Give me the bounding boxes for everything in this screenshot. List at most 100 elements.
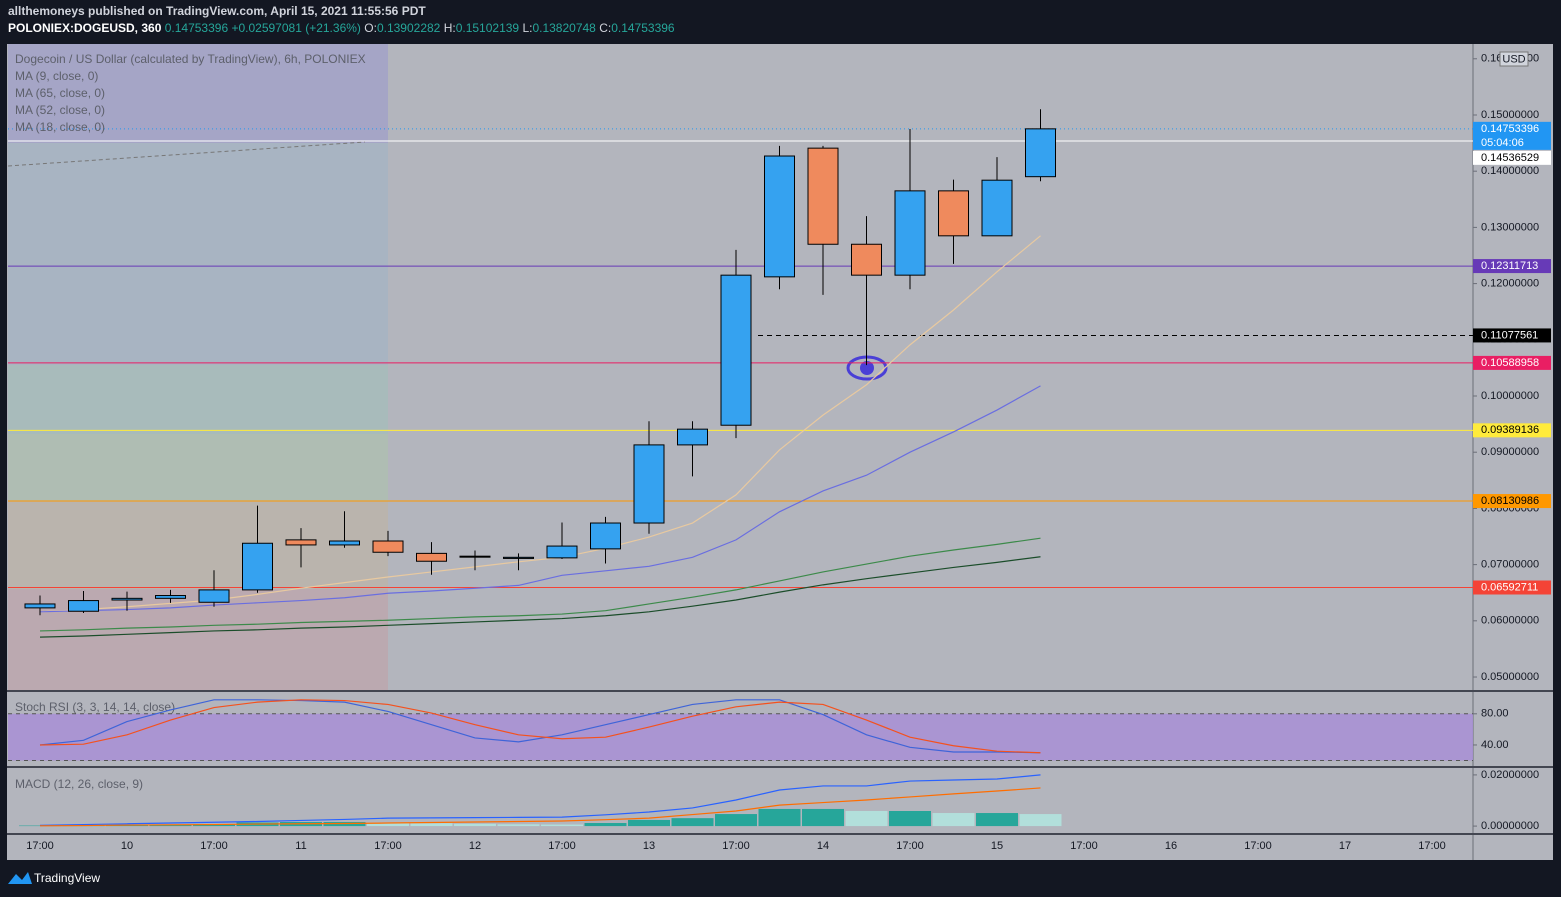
last-price-label: 0.14753396 (1481, 123, 1539, 135)
level-label-box (1473, 259, 1551, 274)
zone (8, 501, 388, 589)
histogram-bar (149, 824, 192, 827)
indicator-line (39, 699, 1041, 754)
symbol-line: POLONIEX:DOGEUSD, 360 0.14753396 +0.0259… (8, 21, 675, 35)
candle-body (546, 545, 578, 559)
last: 0.14753396 (165, 21, 229, 35)
candle-body (155, 595, 186, 599)
candle-body (633, 444, 665, 524)
candle-body (242, 542, 273, 591)
pane-title: MACD (12, 26, close, 9) (15, 777, 143, 791)
histogram-bar (976, 813, 1018, 827)
indicator-line (39, 774, 1041, 826)
y-tick-label: 0.13000000 (1481, 221, 1539, 233)
histogram-bar (671, 818, 714, 827)
x-tick-label: 17:00 (200, 840, 228, 852)
legend-name: MA (65, close, 0) (15, 86, 105, 100)
indicator-line (39, 556, 1041, 638)
candle-body (111, 597, 143, 601)
candle-body (198, 589, 230, 603)
histogram-bar (802, 808, 844, 827)
level-label: 0.11077561 (1481, 329, 1538, 341)
x-tick-label: 10 (121, 840, 133, 852)
candle-body (24, 603, 56, 609)
change: +0.02597081 (+21.36%) (231, 21, 360, 35)
x-tick-label: 17:00 (548, 840, 576, 852)
x-tick-label: 17 (1339, 840, 1351, 852)
ohlc-label: L: (522, 21, 532, 35)
legend-name: MA (9, close, 0) (15, 69, 98, 83)
level-label: 0.06592711 (1481, 581, 1538, 593)
candle-body (68, 600, 99, 612)
ohlc-value: 0.14753396 (611, 21, 675, 35)
level-label-box (1473, 150, 1551, 165)
candle-body (851, 243, 882, 276)
histogram-bar (628, 819, 670, 827)
candle-body (372, 540, 404, 553)
candle-body (459, 555, 491, 558)
x-tick-label: 15 (991, 840, 1003, 852)
level-label-box (1473, 355, 1551, 370)
histogram-bar (932, 813, 975, 827)
indicator-line (39, 537, 1041, 632)
ohlc-label: O: (364, 21, 377, 35)
trend-line (7, 141, 366, 167)
x-tick-label: 17:00 (1070, 840, 1098, 852)
histogram-bar (541, 824, 583, 827)
y-tick-label: 80.00 (1481, 708, 1509, 720)
countdown: 05:04:06 (1481, 137, 1524, 149)
legend-name: MA (52, close, 0) (15, 103, 105, 117)
candle-body (285, 539, 317, 546)
indicator-line (39, 699, 1041, 754)
histogram-bar (758, 808, 801, 827)
x-tick-label: 17:00 (896, 840, 924, 852)
zone (8, 434, 388, 501)
legend-entry: MA (52, close, 0) (15, 103, 105, 117)
level-label: 0.10588958 (1481, 357, 1539, 369)
histogram-bar (845, 810, 888, 827)
x-tick-label: 17:00 (374, 840, 402, 852)
y-tick-label: 0.00000000 (1481, 820, 1539, 832)
candle-body (503, 556, 534, 559)
x-tick-label: 17:00 (26, 840, 54, 852)
histogram-bar (584, 823, 627, 827)
ohlc-label: C: (599, 21, 611, 35)
ohlc-value: 0.13820748 (532, 21, 596, 35)
indicator-line (39, 385, 1041, 613)
level-label-box (1473, 423, 1551, 438)
candle-body (416, 552, 447, 562)
currency-badge (1499, 51, 1529, 67)
zone (8, 143, 388, 365)
zone (8, 365, 388, 434)
y-tick-label: 0.15000000 (1481, 109, 1539, 121)
legend-name: MA (18, close, 0) (15, 120, 105, 134)
histogram-bar (367, 822, 409, 827)
y-tick-label: 0.05000000 (1481, 671, 1539, 683)
candle-body (894, 190, 926, 276)
histogram-bar (497, 824, 540, 827)
x-tick-label: 17:00 (1418, 840, 1446, 852)
candle-body (807, 147, 839, 245)
candle-body (981, 179, 1013, 237)
ohlc-value: 0.15102139 (456, 21, 520, 35)
brand: TradingView (34, 871, 100, 885)
logo (8, 872, 32, 884)
legend-entry: MA (18, close, 0) (15, 120, 105, 134)
level-label: 0.14536529 (1481, 152, 1539, 164)
indicator-line (39, 787, 1041, 827)
candle-body (329, 540, 360, 546)
zone (8, 44, 388, 143)
level-label: 0.09389136 (1481, 424, 1539, 436)
y-tick-label: 0.09000000 (1481, 446, 1539, 458)
band (8, 713, 1473, 761)
candle-body (764, 155, 795, 278)
candle-body (938, 190, 969, 237)
y-tick-label: 40.00 (1481, 739, 1509, 751)
histogram-bar (454, 823, 496, 827)
histogram-bar (889, 810, 931, 827)
x-tick-label: 17:00 (1244, 840, 1272, 852)
level-label: 0.08130986 (1481, 495, 1539, 507)
candle-body (720, 274, 752, 426)
candle-body (590, 522, 621, 550)
